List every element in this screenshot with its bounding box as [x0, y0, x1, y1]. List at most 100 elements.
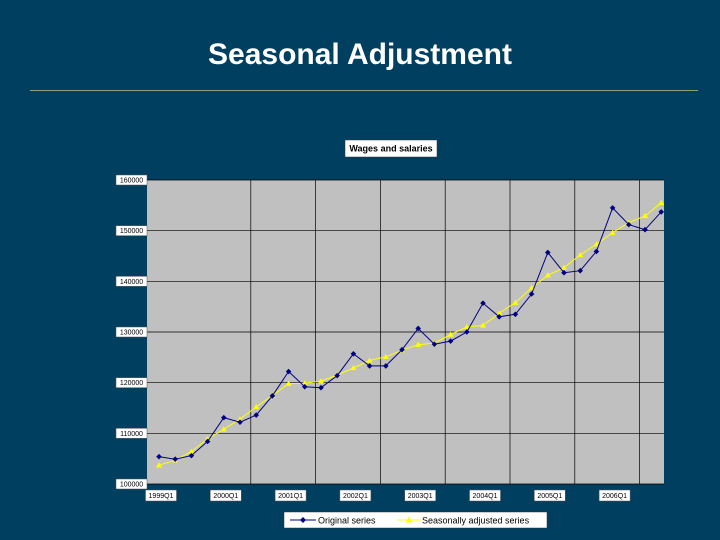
point-original [415, 325, 421, 332]
point-adjusted [285, 380, 292, 386]
point-adjusted [382, 353, 389, 360]
y-tick-box [115, 478, 148, 490]
point-original [334, 372, 340, 379]
point-adjusted [512, 299, 519, 305]
point-original [593, 248, 600, 255]
point-original [561, 269, 567, 276]
point-adjusted [156, 462, 162, 468]
legend-adjusted-marker [405, 516, 413, 523]
point-original [366, 363, 373, 369]
point-original [431, 341, 438, 347]
chart-title-group: Wages and salaries [344, 139, 438, 158]
point-adjusted [544, 272, 551, 278]
point-original [237, 419, 243, 425]
y-tick-box [115, 428, 148, 439]
y-tick-label: 160000 [120, 178, 143, 185]
x-tick-label: 2005Q1 [537, 493, 562, 500]
point-adjusted [366, 357, 373, 363]
x-tick-box [339, 489, 372, 502]
y-tick-label: 120000 [120, 380, 143, 387]
x-tick-label: 2003Q1 [408, 493, 433, 500]
chart-title: Wages and salaries [349, 144, 432, 154]
point-adjusted [480, 322, 486, 328]
series-line-original [158, 206, 662, 460]
legend-original-label: Original series [318, 516, 376, 526]
point-original [383, 363, 389, 369]
point-adjusted [577, 251, 584, 258]
legend: Original series Seasonally adjusted seri… [283, 511, 548, 529]
x-tick-box [598, 489, 631, 502]
point-original [269, 393, 276, 399]
point-original [658, 209, 664, 215]
x-tick-box [145, 489, 177, 502]
point-original [302, 383, 308, 390]
point-adjusted [237, 416, 243, 422]
x-tick-box [534, 489, 566, 502]
point-original [172, 456, 178, 462]
point-original [545, 249, 551, 256]
grid-lines [147, 179, 664, 485]
point-adjusted [253, 403, 260, 410]
point-adjusted [350, 364, 357, 371]
point-original [577, 267, 583, 274]
y-tick-label: 140000 [120, 279, 143, 286]
series-layer [156, 199, 665, 468]
legend-adjusted-label: Seasonally adjusted series [422, 516, 530, 526]
point-original [204, 438, 211, 445]
point-adjusted [593, 241, 600, 247]
title-divider [30, 90, 698, 91]
x-tick-label: 2004Q1 [473, 493, 498, 500]
point-original [496, 314, 502, 320]
point-original [528, 291, 535, 297]
point-original [156, 453, 162, 460]
x-tick-box [210, 489, 242, 502]
point-original [626, 221, 632, 228]
y-tick-box [115, 377, 148, 388]
point-adjusted [609, 229, 616, 235]
y-tick-box [115, 276, 148, 287]
slide-title: Seasonal Adjustment [208, 38, 512, 71]
y-tick-box [115, 174, 148, 186]
x-tick-label: 2001Q1 [278, 493, 303, 500]
point-original [447, 338, 454, 344]
point-adjusted [188, 448, 195, 454]
y-tick-box [115, 225, 148, 236]
point-original [480, 300, 486, 306]
x-tick-label: 2002Q1 [343, 493, 368, 500]
point-adjusted [658, 199, 665, 205]
legend-original-marker [300, 517, 306, 523]
point-original [350, 350, 357, 357]
point-original [188, 452, 195, 459]
point-adjusted [642, 212, 648, 219]
point-adjusted [220, 426, 227, 432]
point-original [512, 311, 519, 318]
x-tick-box [404, 489, 436, 502]
y-tick-label: 110000 [120, 431, 143, 438]
chart-title-box [344, 139, 438, 158]
y-tick-label: 100000 [120, 482, 143, 489]
x-tick-label: 2006Q1 [602, 493, 627, 500]
x-axis-ticks: 1999Q1 2000Q1 2001Q1 2002Q1 2003Q1 2004Q1 2005… [145, 489, 631, 502]
point-adjusted [463, 323, 470, 330]
point-adjusted [561, 264, 567, 270]
point-adjusted [301, 380, 308, 386]
point-adjusted [447, 331, 454, 337]
point-original [318, 384, 324, 391]
point-original [285, 368, 292, 375]
point-original [221, 414, 227, 421]
point-adjusted [318, 378, 324, 384]
x-tick-box [274, 489, 307, 502]
y-tick-box [115, 326, 148, 338]
point-original [642, 226, 648, 233]
x-tick-box [469, 489, 501, 502]
x-tick-label: 1999Q1 [149, 493, 174, 500]
point-adjusted [415, 341, 422, 347]
y-tick-label: 130000 [120, 330, 143, 337]
point-original [253, 412, 259, 418]
point-original [464, 329, 470, 335]
y-axis-ticks: 160000 150000 140000 130000 120000 110000 1000… [115, 174, 148, 490]
x-tick-label: 2000Q1 [213, 493, 238, 500]
point-original [609, 205, 616, 211]
point-adjusted [496, 310, 503, 316]
